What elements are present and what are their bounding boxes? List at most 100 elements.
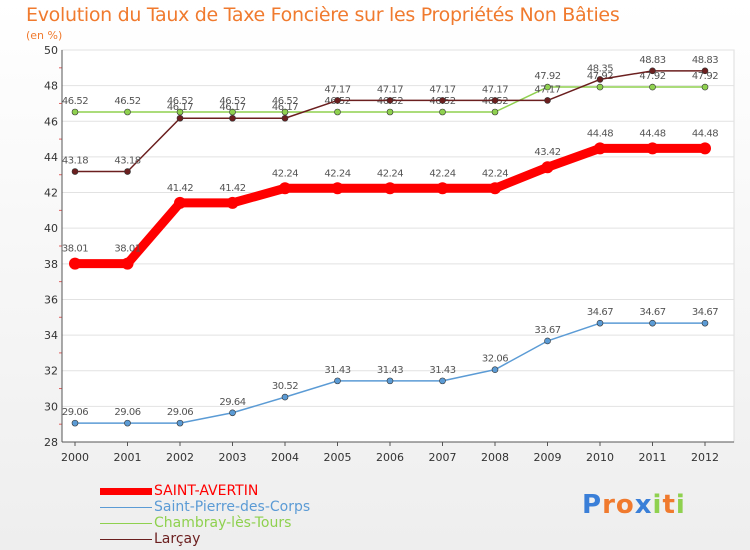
legend-label: SAINT-AVERTIN [154, 483, 258, 499]
data-point [72, 169, 78, 175]
data-label: 47.17 [429, 84, 455, 95]
data-label: 29.06 [167, 407, 193, 418]
data-point [125, 109, 131, 115]
data-point [387, 109, 393, 115]
data-point [492, 367, 498, 373]
y-tick-label: 30 [44, 400, 58, 413]
data-label: 34.67 [692, 307, 718, 318]
data-label: 29.64 [219, 397, 245, 408]
data-label: 48.83 [639, 55, 665, 66]
legend-swatch [100, 523, 152, 524]
y-tick-label: 46 [44, 115, 58, 128]
data-point [594, 142, 606, 154]
data-label: 38.01 [114, 244, 140, 255]
data-point [282, 394, 288, 400]
data-label: 48.35 [587, 63, 613, 74]
data-point [545, 97, 551, 103]
data-point [650, 320, 656, 326]
data-point [177, 420, 183, 426]
data-point [279, 182, 291, 194]
data-label: 46.17 [167, 102, 193, 113]
data-label: 41.42 [219, 183, 245, 194]
x-tick-label: 2008 [481, 451, 509, 464]
data-label: 42.24 [324, 168, 350, 179]
data-point [384, 182, 396, 194]
data-label: 42.24 [272, 168, 298, 179]
y-tick-label: 34 [44, 329, 58, 342]
plot-area [62, 50, 734, 442]
data-point [282, 115, 288, 121]
data-label: 42.24 [482, 168, 508, 179]
data-label: 44.48 [639, 128, 665, 139]
logo-letter: o [616, 490, 635, 520]
x-tick-label: 2005 [324, 451, 352, 464]
data-label: 43.18 [114, 156, 140, 167]
x-tick-label: 2002 [166, 451, 194, 464]
data-point [440, 97, 446, 103]
logo-letter: t [662, 490, 675, 520]
data-point [174, 197, 186, 209]
data-label: 46.17 [272, 102, 298, 113]
data-label: 32.06 [482, 354, 508, 365]
legend-swatch [100, 507, 152, 508]
data-point [489, 182, 501, 194]
data-label: 34.67 [639, 307, 665, 318]
x-tick-label: 2006 [376, 451, 404, 464]
data-point [492, 109, 498, 115]
data-label: 31.43 [377, 365, 403, 376]
data-label: 46.17 [219, 102, 245, 113]
data-point [69, 258, 81, 270]
data-point [702, 320, 708, 326]
data-point [230, 115, 236, 121]
x-tick-label: 2003 [219, 451, 247, 464]
data-point [72, 420, 78, 426]
data-label: 47.17 [377, 84, 403, 95]
data-label: 31.43 [324, 365, 350, 376]
y-tick-label: 48 [44, 80, 58, 93]
data-label: 30.52 [272, 381, 298, 392]
logo-letter: i [676, 490, 686, 520]
data-point [72, 109, 78, 115]
data-label: 42.24 [377, 168, 403, 179]
data-label: 31.43 [429, 365, 455, 376]
line-chart: 2830323436384042444648502000 2001 2002 2003… [0, 0, 750, 550]
data-point [230, 410, 236, 416]
data-label: 34.67 [587, 307, 613, 318]
data-label: 44.48 [587, 128, 613, 139]
legend-label: Larçay [154, 531, 200, 547]
legend-label: Saint-Pierre-des-Corps [154, 499, 310, 515]
data-point [699, 142, 711, 154]
y-tick-label: 36 [44, 293, 58, 306]
data-point [437, 182, 449, 194]
y-tick-label: 40 [44, 222, 58, 235]
data-point [122, 258, 134, 270]
data-point [492, 97, 498, 103]
logo-letter: r [602, 490, 616, 520]
y-tick-label: 28 [44, 436, 58, 449]
data-label: 46.52 [62, 96, 88, 107]
data-label: 46.52 [114, 96, 140, 107]
data-point [597, 84, 603, 90]
x-tick-label: 2010 [586, 451, 614, 464]
data-label: 44.48 [692, 128, 718, 139]
data-point [545, 338, 551, 344]
data-point [647, 142, 659, 154]
data-point [335, 109, 341, 115]
data-point [597, 320, 603, 326]
data-label: 48.83 [692, 55, 718, 66]
data-point [650, 84, 656, 90]
data-point [335, 378, 341, 384]
data-point [542, 161, 554, 173]
y-tick-label: 42 [44, 187, 58, 200]
chart-frame: Evolution du Taux de Taxe Foncière sur l… [0, 0, 750, 550]
data-point [650, 68, 656, 74]
data-label: 43.42 [534, 147, 560, 158]
data-label: 42.24 [429, 168, 455, 179]
data-point [332, 182, 344, 194]
y-tick-label: 32 [44, 365, 58, 378]
data-label: 47.17 [482, 84, 508, 95]
data-point [177, 115, 183, 121]
y-tick-label: 38 [44, 258, 58, 271]
data-point [702, 84, 708, 90]
legend-label: Chambray-lès-Tours [154, 515, 291, 531]
